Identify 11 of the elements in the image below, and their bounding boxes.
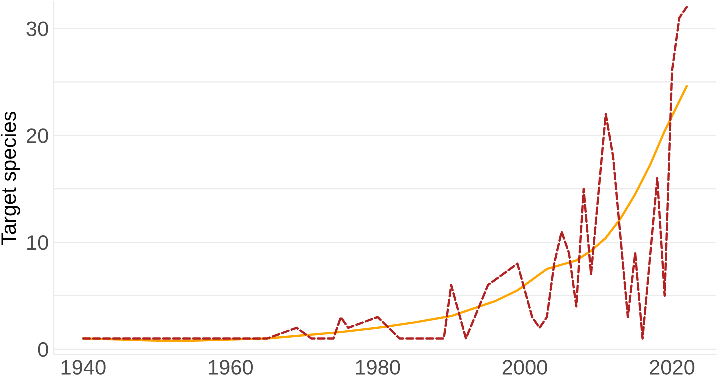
x-tick-label: 2020	[650, 360, 695, 375]
y-tick-label: 30	[26, 22, 48, 36]
y-axis-title: Target species	[0, 112, 20, 246]
line-series	[82, 6, 688, 340]
x-tick-label: 1960	[209, 360, 253, 375]
y-tick-label: 10	[28, 236, 48, 250]
x-tick-label: 1940	[62, 360, 106, 375]
y-tick-label: 20	[27, 128, 48, 144]
x-tick-label: 1980	[356, 360, 400, 375]
y-tick-label: 0	[38, 342, 48, 358]
x-tick-label: 2000	[502, 360, 548, 375]
